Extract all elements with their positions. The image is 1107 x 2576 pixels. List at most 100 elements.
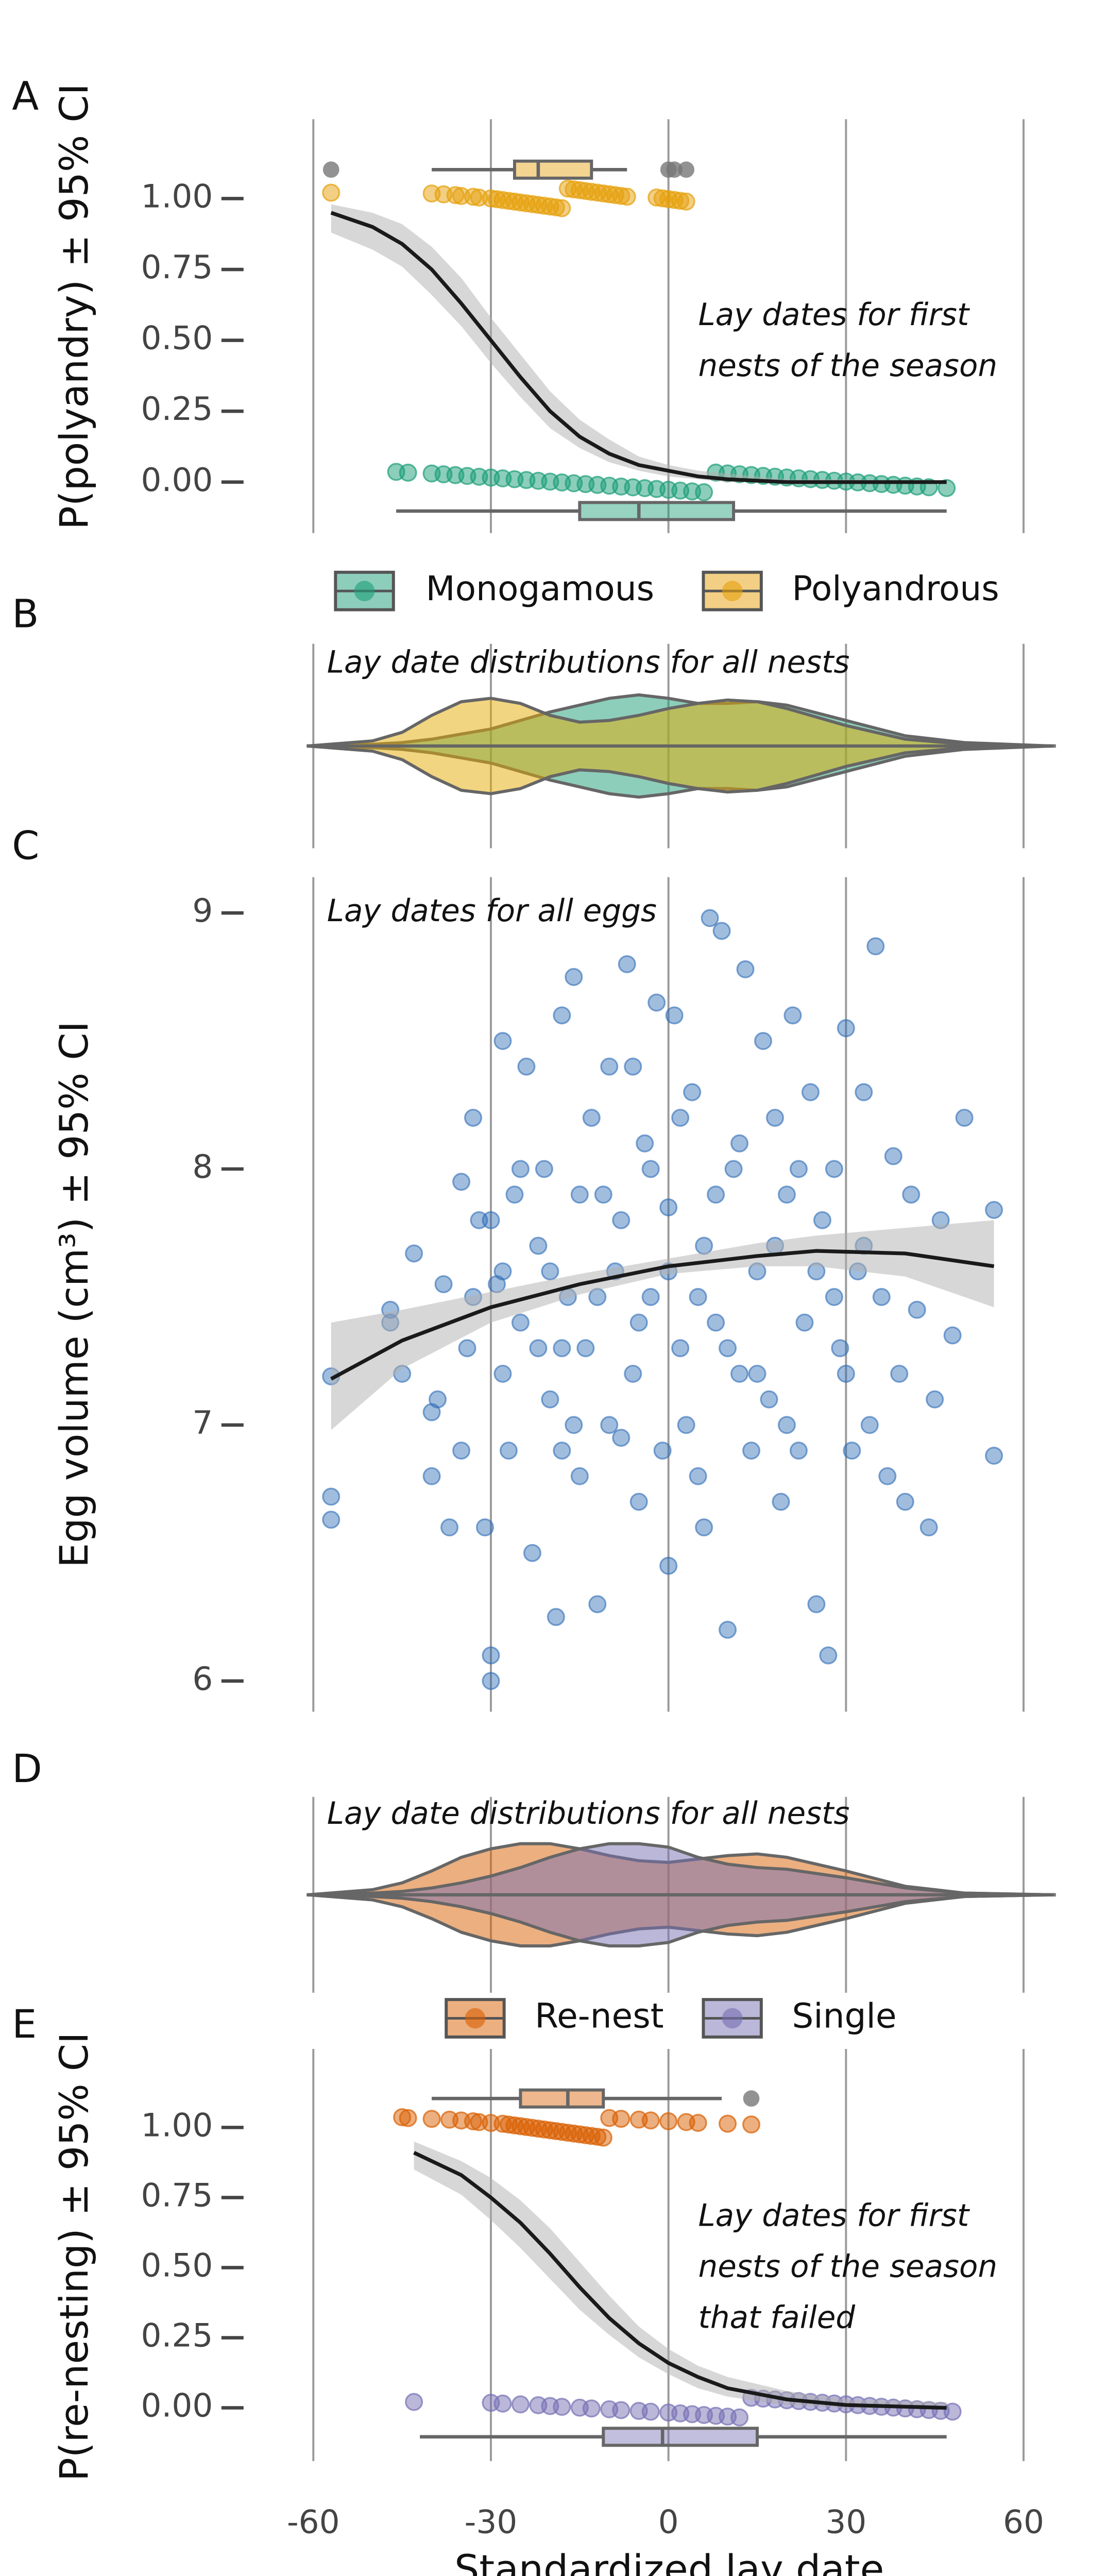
point [671, 1109, 690, 1127]
y-tick-label: 0.50 [141, 319, 213, 357]
point [529, 1339, 548, 1358]
point [985, 1200, 1003, 1219]
point [322, 1511, 340, 1529]
point [511, 1313, 530, 1332]
point [855, 1083, 873, 1101]
point [553, 1339, 571, 1358]
box [519, 2088, 605, 2109]
box [513, 159, 593, 180]
y-tick-label: 0.00 [141, 461, 213, 499]
point [641, 2402, 660, 2421]
point [511, 1160, 530, 1178]
point [482, 1672, 500, 1690]
point [707, 1313, 725, 1332]
x-tick-label: 30 [825, 2503, 866, 2540]
violin [307, 1893, 1053, 1947]
annotation: Lay date distributions for all nests [327, 645, 850, 680]
panel-letter: E [12, 2001, 37, 2047]
point [641, 1160, 660, 1178]
point [742, 2115, 761, 2134]
point [641, 1287, 660, 1306]
point [399, 463, 417, 482]
point [665, 1006, 684, 1025]
point [777, 1416, 796, 1434]
point [493, 1032, 512, 1050]
point [908, 1300, 926, 1319]
point [440, 1518, 459, 1537]
point [825, 1287, 843, 1306]
point [322, 1487, 340, 1506]
panel-letter: C [12, 822, 39, 868]
y-tick-label: 0.25 [141, 2317, 213, 2354]
annotation: that failed [699, 2300, 856, 2336]
box [578, 501, 736, 521]
point [594, 1185, 612, 1204]
point [789, 1160, 808, 1178]
fit-line [413, 2151, 947, 2410]
point [760, 1390, 778, 1409]
point [689, 1467, 707, 1485]
point [499, 1442, 518, 1460]
point [843, 1442, 861, 1460]
point [600, 1057, 619, 1076]
point [837, 1364, 855, 1383]
violin [307, 697, 1053, 748]
point [866, 937, 885, 956]
point [612, 1211, 631, 1229]
point [719, 1620, 737, 1639]
point [772, 1493, 790, 1511]
point [919, 1518, 938, 1537]
point [405, 2393, 423, 2411]
point [482, 1211, 500, 1229]
point [837, 1019, 855, 1038]
point [452, 1173, 471, 1191]
point [819, 1646, 838, 1665]
point [629, 1493, 648, 1511]
point [493, 2394, 512, 2413]
y-tick-label: 1.00 [141, 178, 213, 215]
point [659, 1198, 678, 1217]
point [399, 2109, 417, 2127]
point [659, 2112, 678, 2130]
point [831, 1339, 849, 1358]
point [594, 2128, 612, 2147]
point [648, 993, 666, 1012]
point [926, 1390, 944, 1409]
point [789, 1442, 808, 1460]
annotation: Lay dates for first [699, 297, 970, 333]
point [671, 1339, 690, 1358]
annotation: Lay dates for first [699, 2198, 970, 2233]
point [902, 1185, 921, 1204]
point [742, 1442, 761, 1460]
point [535, 1160, 553, 1178]
point [547, 1608, 565, 1626]
point [938, 479, 956, 497]
point [777, 1185, 796, 1204]
point [570, 1185, 589, 1204]
point [624, 1364, 642, 1383]
y-tick-label: 0.50 [141, 2247, 213, 2284]
point [464, 1109, 483, 1127]
x-tick-label: 0 [658, 2503, 679, 2540]
panel-letter: A [12, 73, 39, 119]
y-tick-label: 0.00 [141, 2387, 213, 2425]
point [724, 1160, 743, 1178]
x-tick-label: -30 [465, 2503, 518, 2540]
point [985, 1447, 1003, 1465]
legend-key-dot [465, 2008, 486, 2029]
y-tick-label: 9 [192, 892, 213, 929]
point [505, 1185, 524, 1204]
legend-key-dot [722, 2008, 743, 2029]
point [890, 1364, 909, 1383]
y-axis-title: P(re-nesting) ± 95% CI [51, 2032, 97, 2481]
point [695, 483, 713, 501]
point [736, 960, 755, 978]
fit-line [330, 211, 947, 484]
point [659, 1556, 678, 1575]
y-tick-label: 1.00 [141, 2106, 213, 2144]
point [523, 1544, 541, 1562]
legend-label: Polyandrous [792, 569, 999, 608]
point [588, 1595, 607, 1614]
point [896, 1493, 914, 1511]
point [322, 183, 340, 202]
